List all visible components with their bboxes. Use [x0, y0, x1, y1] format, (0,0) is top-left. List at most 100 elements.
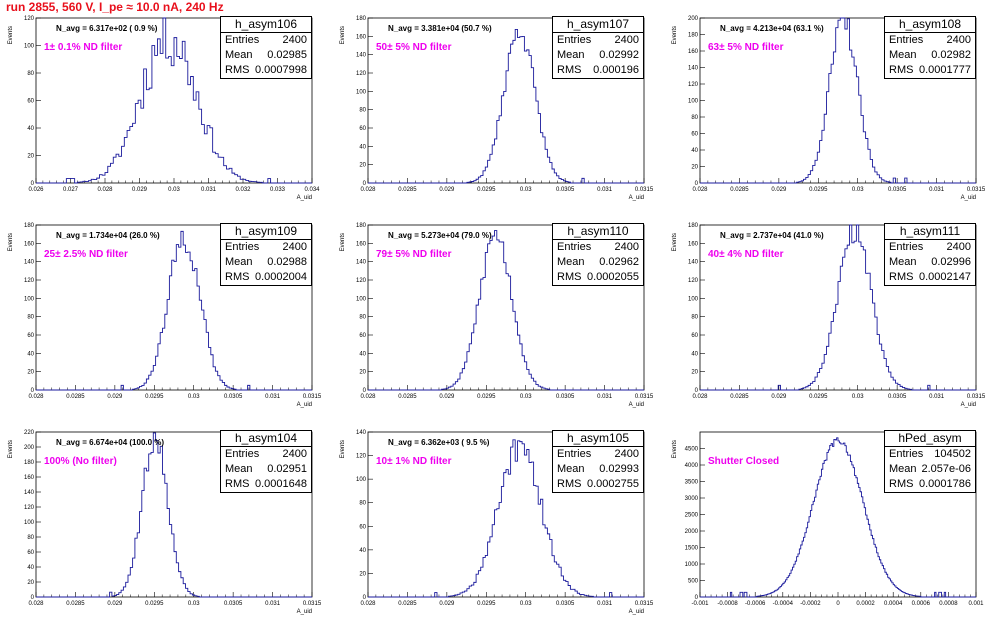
stats-row-entries: Entries 2400	[221, 33, 311, 48]
x-tick-label: 0.028	[360, 601, 376, 607]
histogram-name: h_asym108	[885, 17, 975, 33]
y-tick-label: 120	[356, 71, 367, 77]
x-tick-label: 0.029	[132, 187, 148, 193]
x-tick-label: 0.031	[597, 601, 613, 607]
y-tick-label: 100	[24, 296, 35, 302]
stats-value: 0.000196	[593, 64, 639, 76]
y-tick-label: 2000	[685, 529, 699, 535]
y-tick-label: 160	[688, 241, 699, 247]
navg-label: N_avg = 4.213e+04 (63.1 %)	[720, 24, 824, 33]
x-axis-title: A_uid	[629, 195, 644, 201]
x-tick-label: 0.0006	[912, 601, 931, 607]
x-tick-label: 0.031	[597, 187, 613, 193]
stats-row-mean: Mean 0.02996	[885, 255, 975, 270]
stats-label: RMS	[557, 271, 582, 283]
stats-row-mean: Mean 0.02993	[553, 462, 643, 477]
stats-label: RMS	[557, 478, 582, 490]
stats-box: h_asym106 Entries 2400 Mean 0.02985 RMS 0.0007…	[220, 16, 312, 79]
y-tick-label: 180	[24, 223, 35, 229]
y-tick-label: 180	[356, 223, 367, 229]
x-tick-label: 0.0295	[145, 601, 164, 607]
filter-label: 25± 2.5% ND filter	[44, 249, 128, 260]
y-tick-label: 20	[359, 163, 366, 169]
y-tick-label: 100	[356, 296, 367, 302]
navg-label: N_avg = 3.381e+04 (50.7 %)	[388, 24, 492, 33]
histogram-name: h_asym111	[885, 224, 975, 240]
y-tick-label: 100	[356, 477, 367, 483]
stats-value: 0.02982	[931, 49, 971, 61]
x-tick-label: 0.0295	[145, 394, 164, 400]
stats-label: Entries	[557, 34, 592, 46]
histogram-name: h_asym110	[553, 224, 643, 240]
stats-row-entries: Entries 104502	[885, 447, 975, 462]
stats-label: Entries	[557, 448, 592, 460]
y-tick-label: 60	[27, 550, 34, 556]
x-tick-label: 0.028	[692, 187, 708, 193]
stats-row-rms: RMS 0.000196	[553, 63, 643, 78]
filter-label: 79± 5% ND filter	[376, 249, 452, 260]
x-tick-label: 0.0315	[635, 187, 654, 193]
y-tick-label: 100	[688, 296, 699, 302]
stats-row-entries: Entries 2400	[221, 447, 311, 462]
x-tick-label: 0.034	[304, 187, 320, 193]
stats-value: 0.0002147	[919, 271, 971, 283]
y-tick-label: 20	[359, 370, 366, 376]
x-tick-label: 0.03	[188, 601, 200, 607]
y-tick-label: 40	[359, 548, 366, 554]
y-tick-label: 40	[27, 351, 34, 357]
stats-label: Mean	[557, 463, 585, 475]
x-tick-label: -0.0006	[745, 601, 766, 607]
y-tick-label: 60	[359, 126, 366, 132]
stats-row-rms: RMS 0.0002055	[553, 270, 643, 285]
y-tick-label: 60	[359, 524, 366, 530]
y-tick-label: 180	[688, 33, 699, 39]
x-tick-label: 0.03	[520, 187, 532, 193]
y-tick-label: 140	[688, 66, 699, 72]
x-tick-label: 0.03	[188, 394, 200, 400]
x-tick-label: 0.031	[201, 187, 217, 193]
y-axis-title: Events	[672, 26, 678, 44]
stats-row-mean: Mean 2.057e-06	[885, 462, 975, 477]
x-tick-label: 0.0285	[66, 601, 85, 607]
navg-label: N_avg = 1.734e+04 (26.0 %)	[56, 231, 160, 240]
x-tick-label: -0.0002	[800, 601, 821, 607]
x-tick-label: 0.028	[692, 394, 708, 400]
y-tick-label: 100	[24, 520, 35, 526]
y-tick-label: 20	[27, 370, 34, 376]
y-tick-label: 0	[695, 388, 699, 394]
x-tick-label: 0.029	[771, 394, 787, 400]
stats-value: 2400	[946, 34, 971, 46]
y-tick-label: 160	[356, 241, 367, 247]
stats-value: 2.057e-06	[921, 463, 971, 475]
x-tick-label: 0.0295	[477, 601, 496, 607]
filter-label: 100% (No filter)	[44, 456, 117, 467]
stats-label: Entries	[889, 34, 924, 46]
stats-value: 0.0001786	[919, 478, 971, 490]
stats-value: 0.02992	[599, 49, 639, 61]
histogram-pad-h_asym111: 0.028 0.0285 0.029 0.0295 0.03 0.0305 0.031 0.0…	[664, 207, 996, 414]
y-tick-label: 0	[363, 595, 367, 601]
navg-label: N_avg = 2.737e+04 (41.0 %)	[720, 231, 824, 240]
stats-label: Mean	[225, 463, 253, 475]
x-tick-label: 0.0305	[556, 394, 575, 400]
x-tick-label: 0.0305	[224, 601, 243, 607]
y-tick-label: 140	[356, 430, 367, 436]
x-tick-label: 0.029	[439, 601, 455, 607]
y-tick-label: 0	[695, 595, 699, 601]
x-tick-label: 0.001	[968, 601, 984, 607]
stats-box: h_asym111 Entries 2400 Mean 0.02996 RMS 0.0002…	[884, 223, 976, 286]
y-tick-label: 180	[356, 16, 367, 22]
x-tick-label: 0	[836, 601, 840, 607]
y-tick-label: 2500	[685, 513, 699, 519]
x-tick-label: 0.029	[771, 187, 787, 193]
y-tick-label: 120	[24, 278, 35, 284]
stats-box: h_asym108 Entries 2400 Mean 0.02982 RMS 0.0001…	[884, 16, 976, 79]
x-tick-label: 0.0004	[884, 601, 903, 607]
stats-value: 2400	[614, 448, 639, 460]
histogram-series	[700, 437, 976, 598]
stats-label: Mean	[557, 256, 585, 268]
stats-label: RMS	[225, 271, 250, 283]
y-axis-title: Events	[672, 440, 678, 458]
y-tick-label: 0	[31, 595, 35, 601]
navg-label: N_avg = 6.674e+04 (100.0 %)	[56, 438, 165, 447]
